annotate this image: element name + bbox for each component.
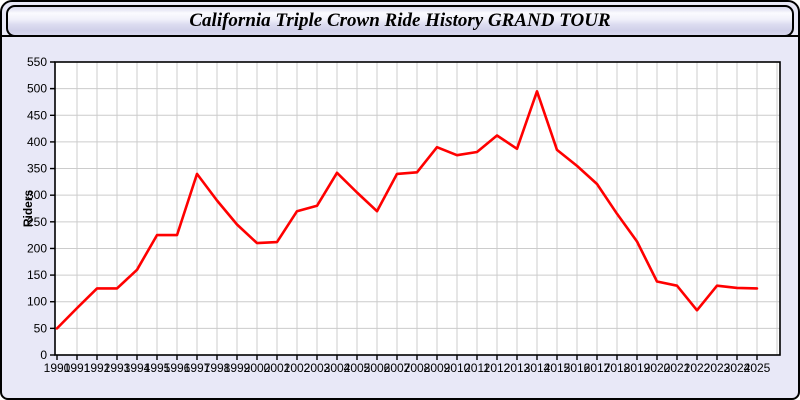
x-axis-tick-label: 2014 [524, 361, 551, 375]
x-axis-tick-label: 2019 [624, 361, 651, 375]
y-axis-tick-label: 250 [27, 215, 47, 229]
x-axis-tick-label: 2021 [664, 361, 691, 375]
y-axis-tick-label: 300 [27, 188, 47, 202]
x-axis-tick-label: 2020 [644, 361, 671, 375]
x-axis-tick-label: 2018 [604, 361, 631, 375]
x-axis-tick-label: 2001 [264, 361, 291, 375]
x-axis-tick-label: 2016 [564, 361, 591, 375]
x-axis-tick-label: 2002 [284, 361, 311, 375]
x-axis-tick-label: 1999 [224, 361, 251, 375]
x-axis-tick-label: 1990 [44, 361, 71, 375]
y-axis-tick-label: 550 [27, 55, 47, 69]
y-axis-tick-label: 100 [27, 295, 47, 309]
y-axis-tick-label: 50 [34, 321, 48, 335]
x-axis-tick-label: 2006 [364, 361, 391, 375]
y-axis-tick-label: 450 [27, 108, 47, 122]
x-axis-tick-label: 2003 [304, 361, 331, 375]
x-axis-tick-label: 2023 [704, 361, 731, 375]
y-axis-tick-label: 400 [27, 135, 47, 149]
x-axis-tick-label: 2009 [424, 361, 451, 375]
y-axis-tick-label: 0 [40, 348, 47, 362]
x-axis-tick-label: 2025 [744, 361, 771, 375]
y-axis-tick-label: 150 [27, 268, 47, 282]
x-axis-tick-label: 2017 [584, 361, 611, 375]
x-axis-tick-label: 2022 [684, 361, 711, 375]
y-axis-title: Riders [21, 190, 35, 228]
x-axis-tick-label: 2024 [724, 361, 751, 375]
y-axis-tick-label: 350 [27, 162, 47, 176]
x-axis-tick-label: 2000 [244, 361, 271, 375]
x-axis-tick-label: 1995 [144, 361, 171, 375]
header-divider [2, 35, 798, 37]
x-axis-tick-label: 2011 [464, 361, 490, 375]
y-axis-tick-label: 500 [27, 82, 47, 96]
riders-series-line [55, 90, 759, 330]
page-title: California Triple Crown Ride History GRA… [189, 10, 611, 31]
x-axis-tick-label: 1992 [84, 361, 111, 375]
x-axis-tick-label: 1994 [124, 361, 151, 375]
x-axis-tick-label: 1996 [164, 361, 191, 375]
x-axis-tick-label: 1997 [184, 361, 211, 375]
x-axis-tick-label: 2007 [384, 361, 411, 375]
x-axis-tick-label: 1993 [104, 361, 131, 375]
x-axis-tick-label: 2015 [544, 361, 571, 375]
x-axis-tick-label: 2004 [324, 361, 351, 375]
x-axis-tick-label: 2005 [344, 361, 371, 375]
title-bar: California Triple Crown Ride History GRA… [6, 5, 794, 37]
x-axis-tick-label: 2010 [444, 361, 471, 375]
x-axis-tick-label: 1998 [204, 361, 231, 375]
y-axis-tick-label: 200 [27, 241, 47, 255]
x-axis-tick-label: 2012 [484, 361, 511, 375]
x-axis-tick-label: 2008 [404, 361, 431, 375]
x-axis-tick-label: 2013 [504, 361, 531, 375]
x-axis-tick-label: 1991 [64, 361, 91, 375]
